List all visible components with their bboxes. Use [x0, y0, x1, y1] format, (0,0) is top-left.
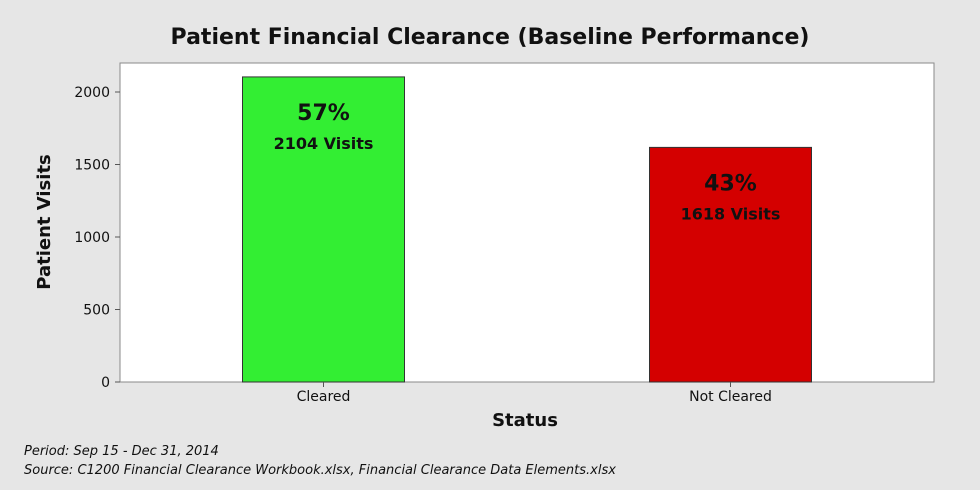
source-note: Source: C1200 Financial Clearance Workbo… — [24, 463, 616, 478]
y-tick-label: 1000 — [74, 230, 110, 246]
bars-group: 57% 2104 Visits 43% 1618 Visits — [242, 76, 812, 383]
bar-cleared — [242, 76, 405, 383]
period-note: Period: Sep 15 - Dec 31, 2014 — [24, 444, 219, 459]
bar-not-cleared — [649, 146, 812, 383]
bar-count-label: 2104 Visits — [274, 134, 374, 153]
bar-percent-label: 43% — [704, 171, 757, 196]
y-tick-label: 0 — [101, 375, 110, 391]
x-tick-label: Cleared — [297, 389, 351, 405]
chart-title: Patient Financial Clearance (Baseline Pe… — [171, 25, 810, 50]
bar-count-label: 1618 Visits — [681, 204, 781, 223]
x-axis-label: Status — [492, 410, 558, 431]
y-axis: 0 500 1000 1500 2000 — [74, 85, 120, 391]
y-axis-label: Patient Visits — [34, 154, 55, 290]
y-tick-label: 1500 — [74, 158, 110, 174]
y-tick-label: 500 — [83, 303, 110, 319]
bar-percent-label: 57% — [297, 101, 350, 126]
x-tick-label: Not Cleared — [689, 389, 772, 405]
x-axis: Cleared Not Cleared — [297, 382, 772, 405]
y-tick-label: 2000 — [74, 85, 110, 101]
